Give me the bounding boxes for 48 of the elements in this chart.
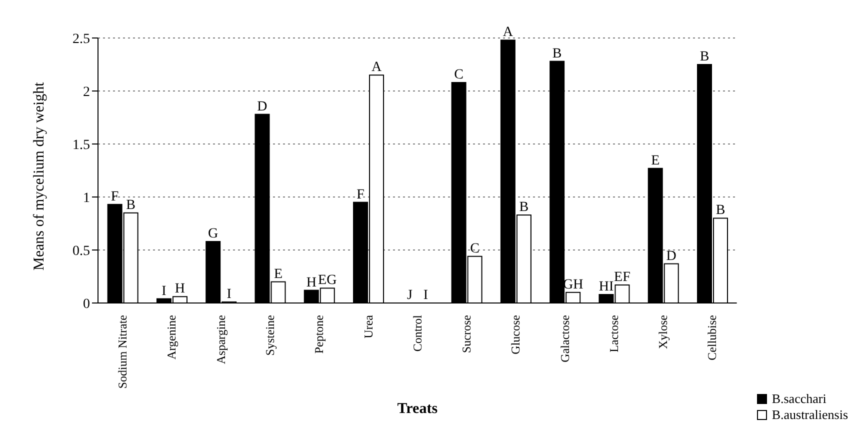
x-tick-label: Lactose — [606, 315, 621, 352]
data-label: E — [651, 153, 660, 168]
x-tick-label: Aspargine — [214, 315, 228, 364]
x-tick-label: Xylose — [656, 315, 670, 349]
x-tick-label: Systeine — [262, 315, 277, 356]
y-tick-label: 1.5 — [72, 138, 90, 153]
x-tick-label: Peptone — [312, 315, 326, 354]
y-tick-label: 1 — [83, 190, 90, 206]
x-tick-label: Glucose — [508, 315, 523, 354]
x-tick-label: Sodium Nitrate — [116, 315, 130, 389]
x-tick-label: Control — [410, 314, 424, 352]
data-label: D — [666, 248, 676, 264]
x-tick-label: Urea — [361, 314, 376, 338]
y-axis-title: Means of mycelium dry weight — [31, 81, 48, 270]
data-label: F — [110, 189, 119, 204]
y-tick-label: 2 — [83, 84, 90, 100]
x-tick-label: Sucrose — [460, 315, 474, 353]
data-label: B — [519, 200, 529, 216]
data-label: E — [274, 266, 283, 282]
legend-label: B.australiensis — [772, 407, 848, 423]
data-label: B — [716, 203, 726, 218]
y-tick-label: 0.5 — [72, 244, 90, 259]
data-label: H — [174, 282, 186, 297]
data-label: A — [371, 60, 382, 76]
y-tick-label: 0 — [83, 296, 90, 312]
data-label: A — [502, 25, 514, 40]
x-tick-label: Cellubise — [705, 315, 720, 360]
data-label: D — [257, 99, 268, 114]
data-label: C — [470, 241, 480, 256]
legend-label: B.sacchari — [772, 391, 826, 407]
data-label: B — [552, 46, 562, 62]
data-label: EG — [318, 273, 337, 288]
x-tick-label: Galactose — [558, 315, 572, 362]
data-label: I — [226, 286, 232, 302]
data-label: I — [423, 288, 428, 303]
y-tick-label: 2.5 — [72, 32, 90, 47]
data-label: B — [700, 50, 710, 64]
data-label: I — [162, 284, 167, 299]
x-tick-label: Argenine — [164, 315, 179, 360]
data-label: F — [356, 187, 365, 202]
data-label: J — [406, 288, 413, 303]
data-label: G — [208, 226, 218, 242]
x-axis-title: Treats — [397, 401, 438, 417]
data-label: B — [126, 198, 136, 213]
data-label: EF — [614, 270, 631, 285]
data-label: H — [306, 275, 316, 290]
data-label: HI — [598, 280, 614, 295]
data-label: C — [454, 68, 464, 83]
